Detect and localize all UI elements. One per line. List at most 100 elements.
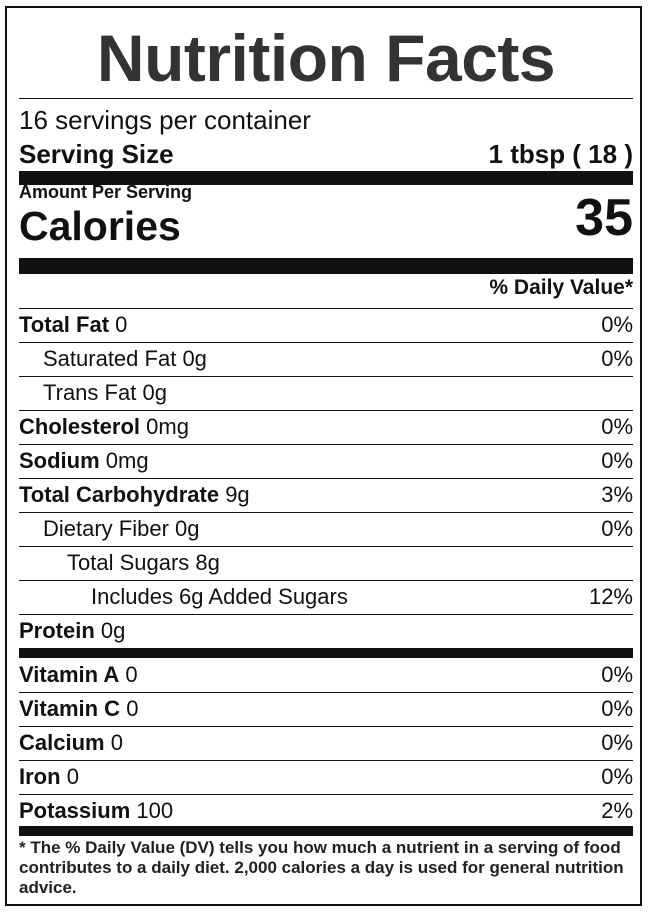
nutrient-name: Total Carbohydrate [19, 482, 220, 507]
nutrient-name: Total Fat [19, 312, 110, 337]
nutrient-label: Total Fat 0 [19, 312, 127, 338]
nutrient-daily-value: 0% [601, 696, 633, 721]
nutrient-label: Sodium 0mg [19, 448, 149, 474]
nutrient-amount: 0g [142, 380, 167, 405]
nutrient-daily-value: 0% [601, 312, 633, 337]
nutrient-row: Trans Fat 0g [19, 376, 633, 410]
daily-value-header: % Daily Value* [489, 276, 633, 299]
nutrient-name: Protein [19, 618, 95, 643]
thick-divider-calories [19, 258, 633, 274]
nutrient-row: Calcium 0 0% [19, 726, 633, 760]
nutrient-amount: 0g [182, 346, 207, 371]
nutrient-amount: 0 [110, 730, 123, 755]
nutrient-name: Vitamin C [19, 696, 121, 721]
nutrient-daily-value: 0% [601, 662, 633, 687]
nutrient-row: Saturated Fat 0g 0% [19, 342, 633, 376]
nutrient-daily-value: 0% [601, 448, 633, 473]
nutrient-row: Potassium 100 2% [19, 794, 633, 828]
nutrient-name: Iron [19, 764, 61, 789]
nutrient-label: Saturated Fat 0g [43, 346, 207, 372]
nutrient-row: Protein 0g [19, 614, 633, 648]
nutrient-amount: 0 [66, 764, 79, 789]
row-divider [19, 580, 633, 581]
nutrient-name: Total Sugars [67, 550, 190, 575]
title-divider [19, 98, 633, 99]
thick-divider-vitamins [19, 648, 633, 658]
nutrient-daily-value: 2% [601, 798, 633, 823]
nutrient-label: Dietary Fiber 0g [43, 516, 200, 542]
nutrient-amount: 0 [115, 312, 128, 337]
nutrient-name: Trans Fat [43, 380, 137, 405]
row-divider [19, 546, 633, 547]
nutrient-row: Total Sugars 8g [19, 546, 633, 580]
nutrient-daily-value: 0% [601, 730, 633, 755]
thick-divider-bottom [19, 826, 633, 836]
nutrient-label: Protein 0g [19, 618, 125, 644]
nutrient-amount: 8g [195, 550, 220, 575]
nutrient-name: Calcium [19, 730, 105, 755]
nutrient-label: Trans Fat 0g [43, 380, 167, 406]
nutrient-daily-value: 0% [601, 346, 633, 371]
row-divider [19, 342, 633, 343]
nutrient-row: Dietary Fiber 0g 0% [19, 512, 633, 546]
nutrient-label: Vitamin C 0 [19, 696, 138, 722]
row-divider [19, 794, 633, 795]
nutrient-amount: 0mg [146, 414, 189, 439]
row-divider [19, 478, 633, 479]
nutrient-amount: 0g [175, 516, 200, 541]
nutrient-label: Potassium 100 [19, 798, 173, 824]
row-divider [19, 692, 633, 693]
nutrient-row: Vitamin A 0 0% [19, 658, 633, 692]
nutrition-label: Nutrition Facts 16 servings per containe… [5, 6, 642, 906]
calories-value: 35 [575, 189, 633, 247]
nutrient-row: Sodium 0mg 0% [19, 444, 633, 478]
serving-size-label: Serving Size [19, 139, 174, 169]
row-divider [19, 614, 633, 615]
nutrient-row: Total Fat 0 0% [19, 308, 633, 342]
nutrient-daily-value: 3% [601, 482, 633, 507]
serving-size-value: 1 tbsp ( 18 ) [488, 139, 633, 169]
nutrient-amount: 100 [136, 798, 174, 823]
row-divider [19, 410, 633, 411]
nutrient-label: Total Sugars 8g [67, 550, 220, 576]
nutrient-amount: 0g [100, 618, 126, 643]
amount-per-serving: Amount Per Serving [19, 182, 193, 202]
nutrient-row: Iron 0 0% [19, 760, 633, 794]
nutrient-name: Vitamin A [19, 662, 120, 687]
footnote: * The % Daily Value (DV) tells you how m… [19, 838, 624, 897]
nutrient-daily-value: 0% [601, 414, 633, 439]
nutrient-label: Calcium 0 [19, 730, 123, 756]
nutrient-name: Cholesterol [19, 414, 141, 439]
nutrient-amount: 0 [125, 662, 138, 687]
thick-divider-top [19, 171, 633, 185]
nutrient-row: Total Carbohydrate 9g 3% [19, 478, 633, 512]
servings-per-container: 16 servings per container [19, 105, 311, 135]
row-divider [19, 512, 633, 513]
nutrient-name: Dietary Fiber [43, 516, 169, 541]
row-divider [19, 760, 633, 761]
nutrient-row: Includes 6g Added Sugars 12% [19, 580, 633, 614]
nutrient-name: Includes 6g Added Sugars [91, 584, 348, 609]
nutrient-amount: 0 [126, 696, 139, 721]
nutrient-amount: 9g [225, 482, 250, 507]
nutrient-name: Potassium [19, 798, 131, 823]
nutrient-row: Cholesterol 0mg 0% [19, 410, 633, 444]
serving-size-row: Serving Size 1 tbsp ( 18 ) [19, 140, 633, 168]
calories-label: Calories [19, 203, 181, 249]
nutrient-daily-value: 0% [601, 516, 633, 541]
nutrient-label: Vitamin A 0 [19, 662, 138, 688]
nutrient-name: Sodium [19, 448, 100, 473]
nutrient-label: Total Carbohydrate 9g [19, 482, 250, 508]
row-divider [19, 726, 633, 727]
row-divider [19, 376, 633, 377]
nutrient-label: Includes 6g Added Sugars [91, 584, 348, 610]
row-divider [19, 308, 633, 309]
nutrient-label: Cholesterol 0mg [19, 414, 189, 440]
nutrient-daily-value: 0% [601, 764, 633, 789]
nutrient-label: Iron 0 [19, 764, 79, 790]
nutrient-name: Saturated Fat [43, 346, 177, 371]
nutrient-daily-value: 12% [588, 584, 633, 609]
nutrient-row: Vitamin C 0 0% [19, 692, 633, 726]
label-title: Nutrition Facts [96, 21, 556, 95]
row-divider [19, 444, 633, 445]
